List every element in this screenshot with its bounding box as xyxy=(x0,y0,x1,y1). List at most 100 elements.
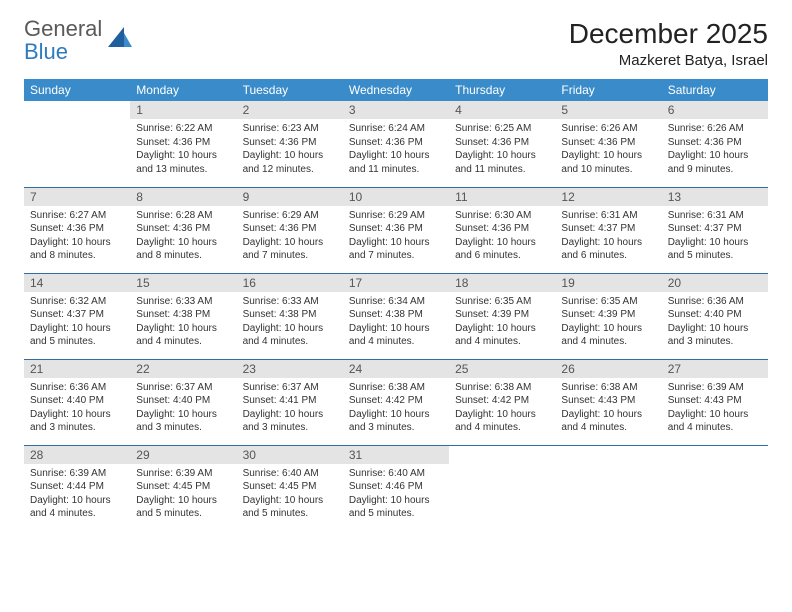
calendar-day-cell: 27Sunrise: 6:39 AMSunset: 4:43 PMDayligh… xyxy=(662,359,768,445)
day-number: 22 xyxy=(130,360,236,378)
day-details: Sunrise: 6:33 AMSunset: 4:38 PMDaylight:… xyxy=(130,292,236,353)
sunrise-text: Sunrise: 6:27 AM xyxy=(30,209,124,223)
day-number: 16 xyxy=(237,274,343,292)
sunrise-text: Sunrise: 6:36 AM xyxy=(30,381,124,395)
calendar-day-cell: 20Sunrise: 6:36 AMSunset: 4:40 PMDayligh… xyxy=(662,273,768,359)
day-header: Friday xyxy=(555,79,661,101)
day-number: 28 xyxy=(24,446,130,464)
sunset-text: Sunset: 4:45 PM xyxy=(243,480,337,494)
sunrise-text: Sunrise: 6:29 AM xyxy=(243,209,337,223)
sunset-text: Sunset: 4:36 PM xyxy=(243,136,337,150)
daylight-text: Daylight: 10 hours and 7 minutes. xyxy=(243,236,337,263)
day-details: Sunrise: 6:22 AMSunset: 4:36 PMDaylight:… xyxy=(130,119,236,180)
day-number: 2 xyxy=(237,101,343,119)
sunset-text: Sunset: 4:37 PM xyxy=(30,308,124,322)
day-number xyxy=(662,446,768,450)
sunset-text: Sunset: 4:38 PM xyxy=(243,308,337,322)
calendar-week-row: 28 Sunrise: 6:39 AM Sunset: 4:44 PM Dayligh… xyxy=(24,445,768,531)
day-number: 14 xyxy=(24,274,130,292)
logo-text-block: General Blue xyxy=(24,18,102,64)
sunset-text: Sunset: 4:37 PM xyxy=(668,222,762,236)
logo-sail-icon xyxy=(106,25,134,53)
day-details: Sunrise: 6:34 AMSunset: 4:38 PMDaylight:… xyxy=(343,292,449,353)
day-number: 29 xyxy=(130,446,236,464)
calendar-day-cell: 5Sunrise: 6:26 AMSunset: 4:36 PMDaylight… xyxy=(555,101,661,187)
day-details: Sunrise: 6:29 AMSunset: 4:36 PMDaylight:… xyxy=(237,206,343,267)
sunrise-text: Sunrise: 6:33 AM xyxy=(136,295,230,309)
daylight-text: Daylight: 10 hours and 4 minutes. xyxy=(561,408,655,435)
day-details: Sunrise: 6:40 AMSunset: 4:46 PMDaylight:… xyxy=(343,464,449,525)
daylight-text: Daylight: 10 hours and 3 minutes. xyxy=(668,322,762,349)
sunset-text: Sunset: 4:42 PM xyxy=(455,394,549,408)
calendar-day-cell: 9Sunrise: 6:29 AMSunset: 4:36 PMDaylight… xyxy=(237,187,343,273)
calendar-day-cell: 8Sunrise: 6:28 AMSunset: 4:36 PMDaylight… xyxy=(130,187,236,273)
sunset-text: Sunset: 4:37 PM xyxy=(561,222,655,236)
calendar-day-cell xyxy=(449,445,555,531)
sunrise-text: Sunrise: 6:24 AM xyxy=(349,122,443,136)
calendar-day-cell: 17Sunrise: 6:34 AMSunset: 4:38 PMDayligh… xyxy=(343,273,449,359)
day-number: 31 xyxy=(343,446,449,464)
day-header: Wednesday xyxy=(343,79,449,101)
calendar-week-row: 1Sunrise: 6:22 AMSunset: 4:36 PMDaylight… xyxy=(24,101,768,187)
daylight-text: Daylight: 10 hours and 4 minutes. xyxy=(455,322,549,349)
calendar-day-cell: 23Sunrise: 6:37 AMSunset: 4:41 PMDayligh… xyxy=(237,359,343,445)
sunset-text: Sunset: 4:42 PM xyxy=(349,394,443,408)
daylight-text: Daylight: 10 hours and 5 minutes. xyxy=(30,322,124,349)
day-details: Sunrise: 6:40 AMSunset: 4:45 PMDaylight:… xyxy=(237,464,343,525)
sunset-text: Sunset: 4:40 PM xyxy=(136,394,230,408)
sunrise-text: Sunrise: 6:22 AM xyxy=(136,122,230,136)
day-number: 25 xyxy=(449,360,555,378)
day-number: 13 xyxy=(662,188,768,206)
location-label: Mazkeret Batya, Israel xyxy=(569,52,768,69)
sunset-text: Sunset: 4:45 PM xyxy=(136,480,230,494)
day-header: Sunday xyxy=(24,79,130,101)
daylight-text: Daylight: 10 hours and 3 minutes. xyxy=(136,408,230,435)
day-number: 1 xyxy=(130,101,236,119)
day-number: 8 xyxy=(130,188,236,206)
day-details: Sunrise: 6:27 AMSunset: 4:36 PMDaylight:… xyxy=(24,206,130,267)
sunset-text: Sunset: 4:44 PM xyxy=(30,480,124,494)
daylight-text: Daylight: 10 hours and 7 minutes. xyxy=(349,236,443,263)
sunset-text: Sunset: 4:36 PM xyxy=(349,222,443,236)
sunset-text: Sunset: 4:40 PM xyxy=(668,308,762,322)
sunset-text: Sunset: 4:36 PM xyxy=(349,136,443,150)
day-number: 18 xyxy=(449,274,555,292)
sunset-text: Sunset: 4:46 PM xyxy=(349,480,443,494)
day-number: 26 xyxy=(555,360,661,378)
daylight-text: Daylight: 10 hours and 4 minutes. xyxy=(455,408,549,435)
day-details: Sunrise: 6:32 AMSunset: 4:37 PMDaylight:… xyxy=(24,292,130,353)
calendar-day-cell xyxy=(24,101,130,187)
day-number: 3 xyxy=(343,101,449,119)
calendar-day-cell: 2Sunrise: 6:23 AMSunset: 4:36 PMDaylight… xyxy=(237,101,343,187)
sunrise-text: Sunrise: 6:39 AM xyxy=(136,467,230,481)
day-number: 23 xyxy=(237,360,343,378)
daylight-text: Daylight: 10 hours and 6 minutes. xyxy=(561,236,655,263)
day-number: 11 xyxy=(449,188,555,206)
calendar-day-cell: 28Sunrise: 6:39 AMSunset: 4:44 PMDayligh… xyxy=(24,445,130,531)
daylight-text: Daylight: 10 hours and 5 minutes. xyxy=(349,494,443,521)
day-details: Sunrise: 6:38 AMSunset: 4:42 PMDaylight:… xyxy=(343,378,449,439)
sunrise-text: Sunrise: 6:38 AM xyxy=(561,381,655,395)
day-details: Sunrise: 6:26 AMSunset: 4:36 PMDaylight:… xyxy=(662,119,768,180)
sunrise-text: Sunrise: 6:31 AM xyxy=(668,209,762,223)
calendar-day-cell: 7Sunrise: 6:27 AMSunset: 4:36 PMDaylight… xyxy=(24,187,130,273)
calendar-day-cell: 4Sunrise: 6:25 AMSunset: 4:36 PMDaylight… xyxy=(449,101,555,187)
daylight-text: Daylight: 10 hours and 4 minutes. xyxy=(243,322,337,349)
calendar-day-cell: 31Sunrise: 6:40 AMSunset: 4:46 PMDayligh… xyxy=(343,445,449,531)
day-details: Sunrise: 6:24 AMSunset: 4:36 PMDaylight:… xyxy=(343,119,449,180)
day-number: 27 xyxy=(662,360,768,378)
day-header: Thursday xyxy=(449,79,555,101)
day-details: Sunrise: 6:38 AMSunset: 4:42 PMDaylight:… xyxy=(449,378,555,439)
day-details: Sunrise: 6:23 AMSunset: 4:36 PMDaylight:… xyxy=(237,119,343,180)
sunset-text: Sunset: 4:38 PM xyxy=(136,308,230,322)
day-number: 9 xyxy=(237,188,343,206)
calendar-day-cell: 11Sunrise: 6:30 AMSunset: 4:36 PMDayligh… xyxy=(449,187,555,273)
day-header: Monday xyxy=(130,79,236,101)
sunset-text: Sunset: 4:39 PM xyxy=(561,308,655,322)
sunset-text: Sunset: 4:39 PM xyxy=(455,308,549,322)
calendar-day-cell: 3Sunrise: 6:24 AMSunset: 4:36 PMDaylight… xyxy=(343,101,449,187)
day-number: 20 xyxy=(662,274,768,292)
calendar-day-cell: 6Sunrise: 6:26 AMSunset: 4:36 PMDaylight… xyxy=(662,101,768,187)
day-details: Sunrise: 6:39 AMSunset: 4:45 PMDaylight:… xyxy=(130,464,236,525)
day-details: Sunrise: 6:30 AMSunset: 4:36 PMDaylight:… xyxy=(449,206,555,267)
